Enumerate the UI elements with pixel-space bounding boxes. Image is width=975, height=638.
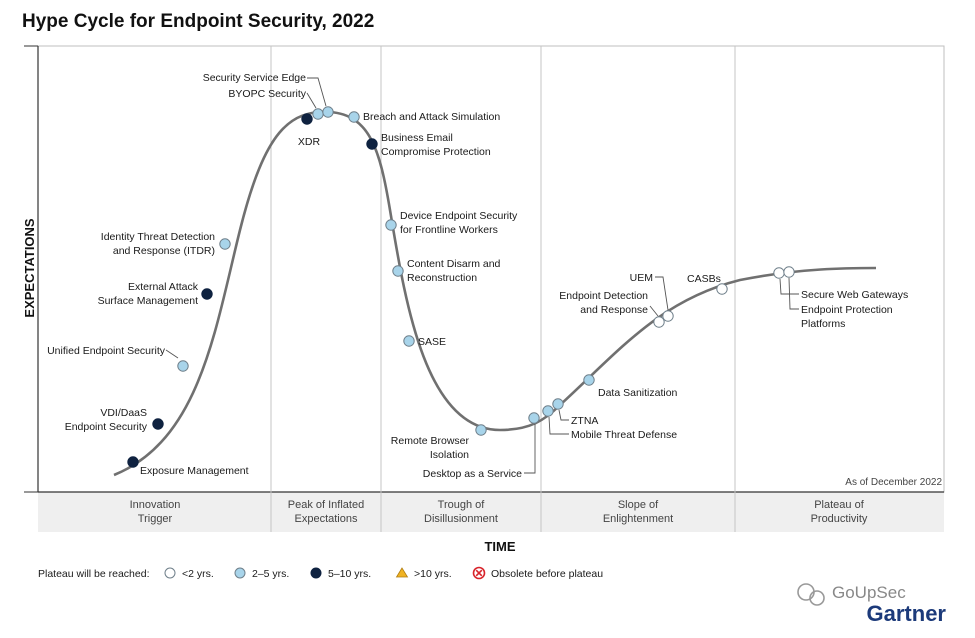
leader-line — [655, 276, 669, 311]
phase-label: Trough of Disillusionment — [424, 499, 498, 525]
technology-marker — [716, 283, 728, 295]
technology-label: Remote Browser Isolation — [391, 435, 470, 461]
watermark: GoUpSec — [797, 583, 906, 606]
as-of-date: As of December 2022 — [845, 477, 942, 488]
technology-marker — [773, 267, 785, 279]
watermark-text: GoUpSec — [832, 583, 906, 602]
leader-line — [548, 416, 569, 435]
leader-line — [779, 278, 799, 295]
technology-marker — [322, 106, 334, 118]
legend-marker — [164, 567, 176, 579]
legend-item-label: 2–5 yrs. — [252, 568, 289, 580]
leader-line — [307, 77, 327, 107]
technology-label: Endpoint Detection and Response — [559, 290, 648, 316]
legend-title: Plateau will be reached: — [38, 568, 150, 580]
page-title: Hype Cycle for Endpoint Security, 2022 — [22, 11, 375, 32]
y-axis-label: EXPECTATIONS — [22, 218, 37, 318]
technology-marker — [201, 288, 213, 300]
technology-label: Endpoint Protection Platforms — [801, 304, 893, 330]
leader-line — [649, 305, 659, 317]
chat-icon — [797, 583, 815, 601]
technology-marker — [385, 219, 397, 231]
legend-item-label: 5–10 yrs. — [328, 568, 371, 580]
technology-marker — [348, 111, 360, 123]
legend-triangle-icon — [395, 567, 409, 578]
technology-label: CASBs — [687, 273, 721, 285]
leader-line — [165, 349, 179, 359]
technology-marker — [475, 424, 487, 436]
technology-marker — [127, 456, 139, 468]
phase-label: Peak of Inflated Expectations — [288, 499, 364, 525]
technology-label: Unified Endpoint Security — [47, 345, 166, 357]
legend-marker — [310, 567, 322, 579]
technology-label: BYOPC Security — [228, 88, 306, 100]
legend-item-label: Obsolete before plateau — [491, 568, 603, 580]
technology-marker — [403, 335, 415, 347]
technology-label: Secure Web Gateways — [801, 289, 908, 301]
technology-marker — [552, 398, 564, 410]
hype-curve — [113, 110, 877, 477]
phase-bar — [38, 492, 944, 532]
legend-item-label: <2 yrs. — [182, 568, 214, 580]
technology-marker — [653, 316, 665, 328]
technology-marker — [301, 113, 313, 125]
technology-marker — [583, 374, 595, 386]
technology-label: ZTNA — [571, 415, 598, 427]
technology-label: Exposure Management — [140, 465, 249, 477]
technology-label: Content Disarm and Reconstruction — [407, 258, 501, 284]
leader-line — [306, 92, 317, 109]
technology-label: VDI/DaaS Endpoint Security — [65, 407, 148, 433]
technology-marker — [312, 108, 324, 120]
technology-label: Breach and Attack Simulation — [363, 111, 500, 123]
technology-label: Identity Threat Detection and Response (I… — [101, 231, 215, 257]
technology-marker — [528, 412, 540, 424]
x-axis-label: TIME — [484, 539, 515, 554]
leader-line — [558, 409, 569, 421]
technology-marker — [783, 266, 795, 278]
technology-label: Mobile Threat Defense — [571, 429, 677, 441]
technology-marker — [366, 138, 378, 150]
legend: Plateau will be reached: <2 yrs. 2–5 yrs. 5… — [38, 566, 603, 580]
phase-label: Slope of Enlightenment — [603, 499, 673, 525]
technology-marker — [662, 310, 674, 322]
technology-label: External Attack Surface Management — [98, 281, 199, 307]
technology-label: Data Sanitization — [598, 387, 678, 399]
technology-label: Business Email Compromise Protection — [381, 132, 491, 158]
technology-label: UEM — [630, 272, 653, 284]
technology-label: SASE — [418, 336, 446, 348]
leader-line — [524, 424, 536, 474]
chat-icon-secondary — [809, 590, 825, 606]
technology-label: Device Endpoint Security for Frontline Wo… — [400, 210, 518, 236]
technology-marker — [219, 238, 231, 250]
technology-marker — [152, 418, 164, 430]
legend-obsolete-cross — [475, 569, 483, 577]
phase-label: Plateau of Productivity — [811, 499, 868, 525]
gartner-logo: Gartner — [867, 601, 947, 626]
phase-label: Innovation Trigger — [130, 499, 181, 525]
technology-marker — [177, 360, 189, 372]
technology-label: Desktop as a Service — [423, 468, 522, 480]
technology-marker — [542, 405, 554, 417]
technology-label: XDR — [298, 136, 321, 148]
technology-marker — [392, 265, 404, 277]
leader-line — [788, 277, 799, 310]
technology-label: Security Service Edge — [203, 72, 306, 84]
legend-item-label: >10 yrs. — [414, 568, 452, 580]
legend-marker — [234, 567, 246, 579]
